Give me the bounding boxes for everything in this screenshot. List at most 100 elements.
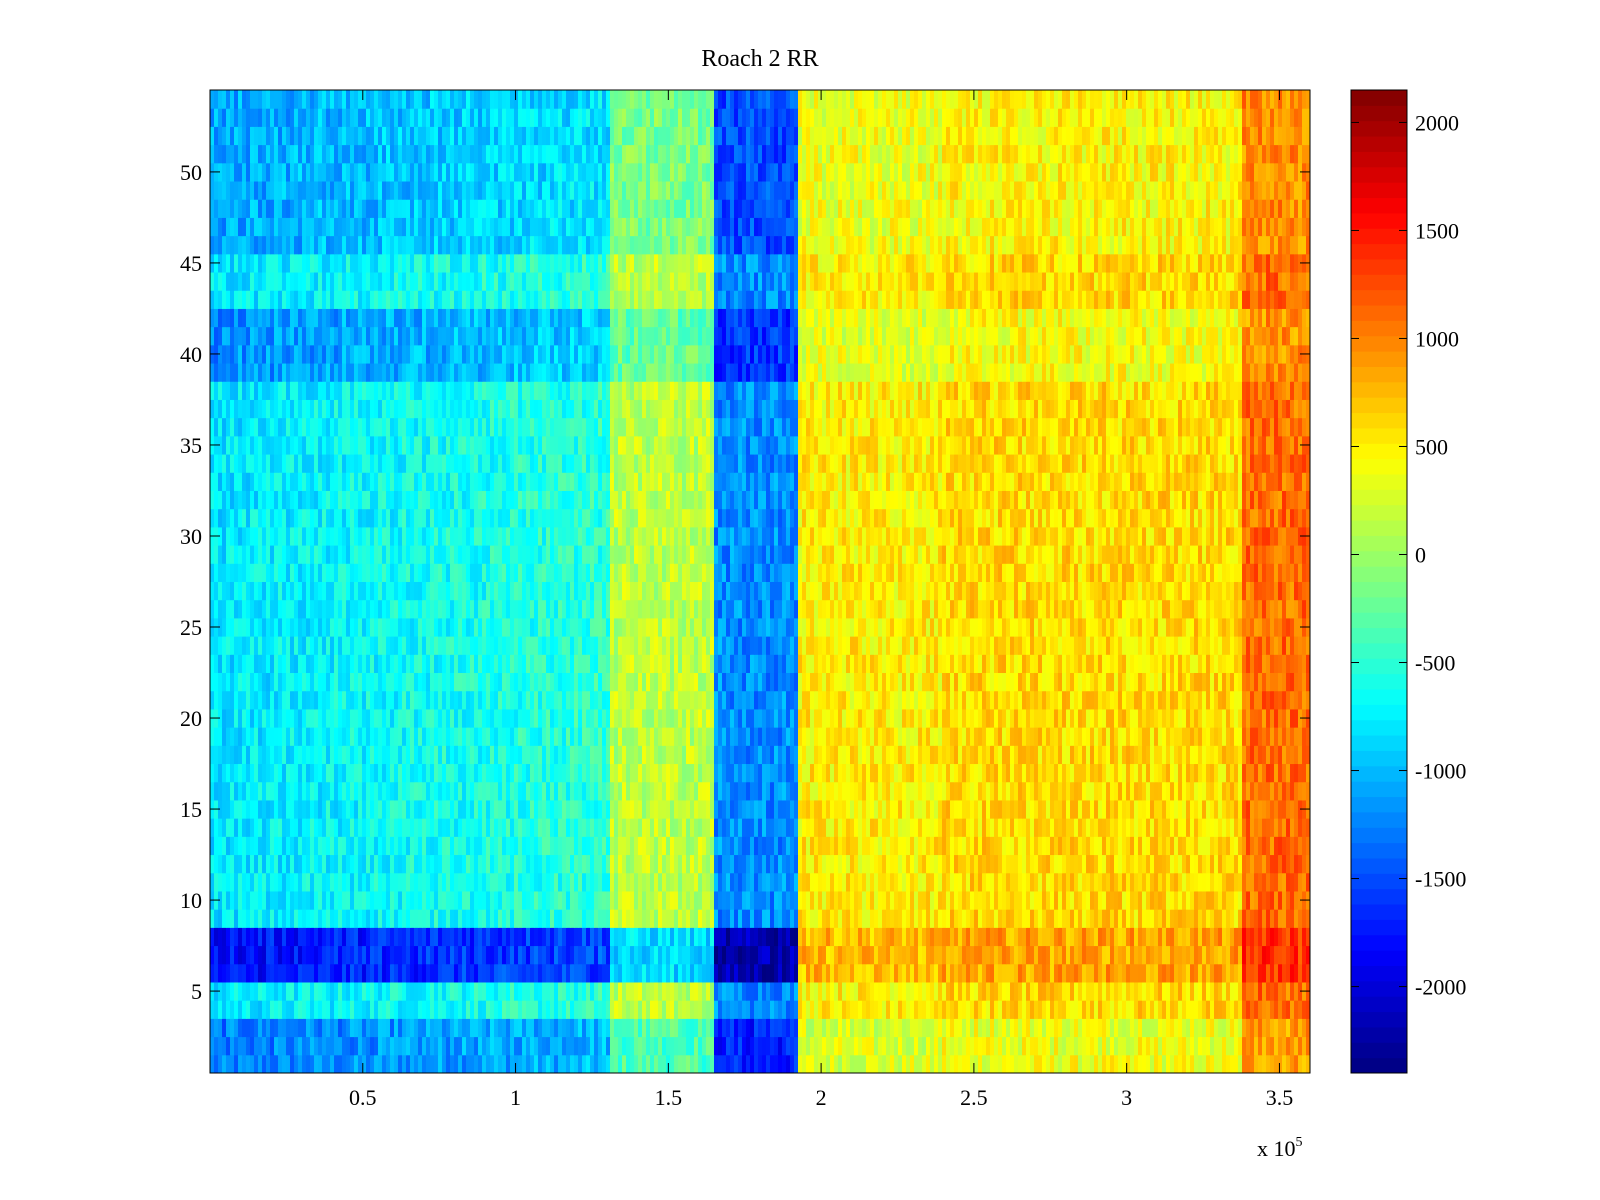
colorbar-tick-label: 500 [1415, 434, 1448, 459]
y-tick-label: 20 [180, 706, 202, 731]
colorbar-band [1351, 673, 1407, 690]
colorbar-band [1351, 443, 1407, 460]
y-tick-label: 35 [180, 433, 202, 458]
colorbar-tick-label: -2000 [1415, 975, 1466, 1000]
colorbar-tick-label: 0 [1415, 542, 1426, 567]
colorbar-band [1351, 197, 1407, 214]
heatmap [210, 90, 1311, 1074]
colorbar-band [1351, 166, 1407, 183]
colorbar-band [1351, 105, 1407, 122]
colorbar-band [1351, 535, 1407, 552]
x-tick-label: 1.5 [655, 1085, 683, 1110]
colorbar-band [1351, 873, 1407, 890]
colorbar-tick-label: -1500 [1415, 867, 1466, 892]
colorbar-band [1351, 1011, 1407, 1028]
colorbar-band [1351, 504, 1407, 521]
colorbar [1351, 90, 1407, 1074]
colorbar-tick-label: -500 [1415, 651, 1455, 676]
colorbar-band [1351, 750, 1407, 767]
colorbar-tick-label: 1000 [1415, 326, 1459, 351]
y-tick-label: 15 [180, 797, 202, 822]
colorbar-band [1351, 520, 1407, 536]
colorbar-band [1351, 811, 1407, 828]
colorbar-band [1351, 473, 1407, 490]
x-tick-label: 3.5 [1266, 1085, 1294, 1110]
y-axis: 5 10 15 20 25 30 35 40 45 50 [180, 160, 1310, 1004]
colorbar-band [1351, 980, 1407, 997]
y-tick-label: 5 [191, 979, 202, 1004]
y-tick-label: 10 [180, 888, 202, 913]
colorbar-band [1351, 120, 1407, 137]
x-axis-exponent: x 105 [1257, 1135, 1303, 1161]
colorbar-band [1351, 781, 1407, 798]
colorbar-band [1351, 458, 1407, 475]
colorbar-band [1351, 888, 1407, 905]
colorbar-band [1351, 827, 1407, 844]
colorbar-band [1351, 550, 1407, 567]
colorbar-tick-label: 2000 [1415, 110, 1459, 135]
colorbar-band [1351, 151, 1407, 168]
chart-title: Roach 2 RR [701, 46, 818, 72]
y-tick-label: 45 [180, 251, 202, 276]
colorbar-band [1351, 351, 1407, 367]
colorbar-tick-label: 1500 [1415, 218, 1459, 243]
colorbar-band [1351, 274, 1407, 291]
colorbar-band [1351, 228, 1407, 245]
colorbar-tick-label: -1000 [1415, 759, 1466, 784]
colorbar-band [1351, 427, 1407, 444]
colorbar-band [1351, 719, 1407, 736]
colorbar-band [1351, 182, 1407, 199]
colorbar-band [1351, 335, 1407, 352]
colorbar-band [1351, 489, 1407, 506]
y-tick-label: 25 [180, 615, 202, 640]
colorbar-band [1351, 258, 1407, 275]
y-tick-label: 50 [180, 160, 202, 185]
colorbar-band [1351, 904, 1407, 920]
y-tick-label: 30 [180, 524, 202, 549]
colorbar-band [1351, 289, 1407, 306]
y-tick-label: 40 [180, 342, 202, 367]
colorbar-band [1351, 689, 1407, 705]
colorbar-band [1351, 366, 1407, 383]
colorbar-band [1351, 397, 1407, 414]
colorbar-band [1351, 243, 1407, 260]
colorbar-band [1351, 627, 1407, 644]
colorbar-band [1351, 136, 1407, 152]
x-tick-label: 2.5 [960, 1085, 988, 1110]
colorbar-band [1351, 90, 1407, 106]
colorbar-band [1351, 581, 1407, 598]
x-tick-label: 1 [510, 1085, 521, 1110]
colorbar-band [1351, 950, 1407, 966]
colorbar-band [1351, 612, 1407, 629]
colorbar-band [1351, 642, 1407, 659]
colorbar-frame [1350, 89, 1408, 1074]
colorbar-band [1351, 305, 1407, 321]
x-axis-exponent-power: 5 [1296, 1135, 1303, 1150]
x-tick-label: 0.5 [349, 1085, 377, 1110]
colorbar-band [1351, 658, 1407, 675]
colorbar-band [1351, 765, 1407, 782]
colorbar-band [1351, 1026, 1407, 1043]
colorbar-band [1351, 320, 1407, 337]
colorbar-band [1351, 1057, 1407, 1074]
colorbar-band [1351, 796, 1407, 813]
colorbar-band [1351, 1042, 1407, 1059]
colorbar-band [1351, 381, 1407, 398]
colorbar-band [1351, 566, 1407, 582]
plot-frame [209, 89, 1311, 1074]
x-axis: 0.5 1 1.5 2 2.5 3 3.5 [349, 90, 1293, 1110]
x-tick-label: 3 [1121, 1085, 1132, 1110]
colorbar-band [1351, 412, 1407, 429]
colorbar-band [1351, 212, 1407, 229]
x-axis-exponent-base: x 10 [1257, 1136, 1296, 1161]
colorbar-band [1351, 704, 1407, 721]
colorbar-band [1351, 934, 1407, 951]
colorbar-band [1351, 596, 1407, 613]
colorbar-band [1351, 965, 1407, 982]
colorbar-band [1351, 842, 1407, 859]
colorbar-axis: -2000 -1500 -1000 -500 0 500 1000 1500 2000 [1351, 110, 1466, 1000]
colorbar-band [1351, 996, 1407, 1013]
colorbar-band [1351, 735, 1407, 751]
x-tick-label: 2 [816, 1085, 827, 1110]
